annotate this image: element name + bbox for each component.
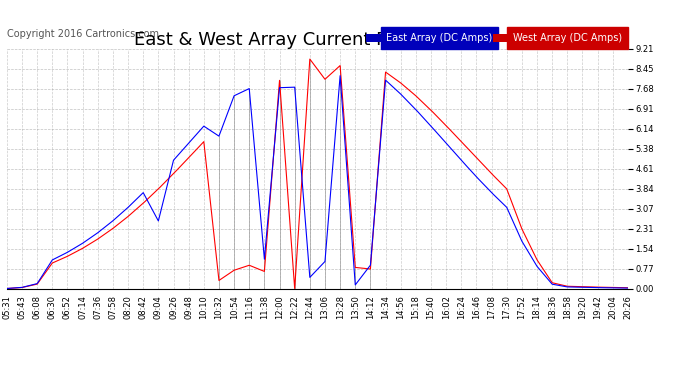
- Text: Copyright 2016 Cartronics.com: Copyright 2016 Cartronics.com: [7, 29, 159, 39]
- Title: East & West Array Current Fri Jul 1 20:29: East & West Array Current Fri Jul 1 20:2…: [135, 31, 500, 49]
- Legend: East Array (DC Amps), West Array (DC Amps): East Array (DC Amps), West Array (DC Amp…: [365, 32, 623, 44]
